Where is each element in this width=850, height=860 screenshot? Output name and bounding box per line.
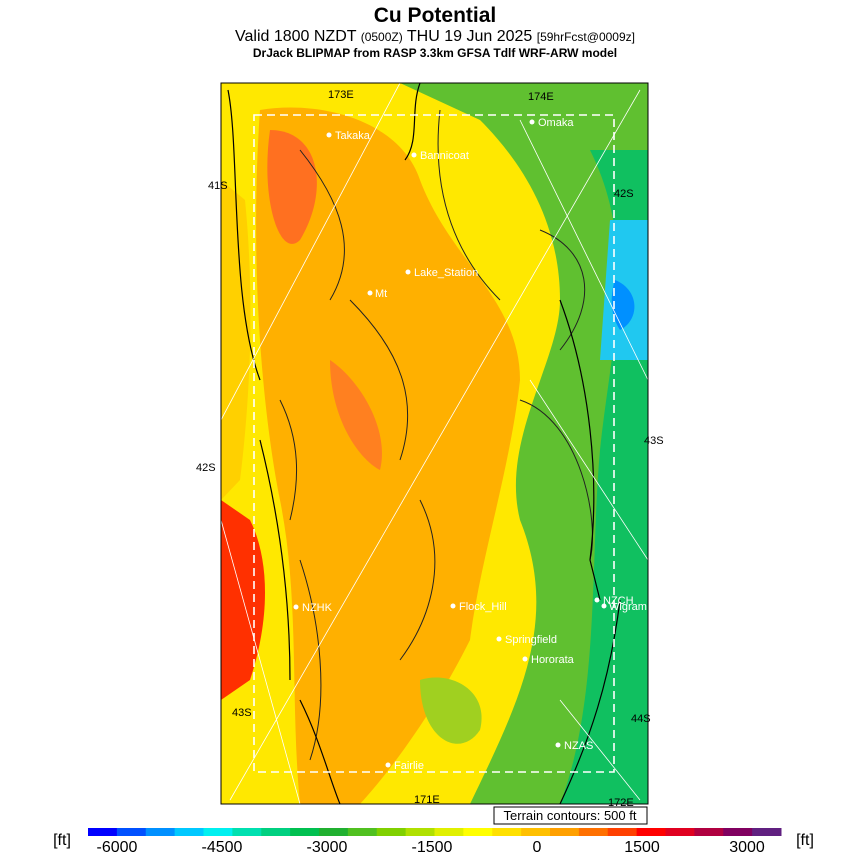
- valid: Valid 1800 NZDT: [235, 28, 357, 45]
- colorbar-label: -6000: [97, 839, 138, 856]
- colorbar-segment: [174, 828, 204, 836]
- colorbar-segment: [319, 828, 349, 836]
- colorbar-segment: [405, 828, 435, 836]
- grid-label: 171E: [414, 794, 440, 806]
- place: NZHK: [302, 602, 333, 614]
- colorbar-label: -4500: [202, 839, 243, 856]
- place: Fairlie: [394, 760, 424, 772]
- grid-label: 44S: [631, 713, 651, 725]
- colorbar-segment: [550, 828, 580, 836]
- forecast: [59hrFcst@0009z]: [537, 30, 635, 44]
- grid-label: 42S: [614, 188, 634, 200]
- colorbar-segment: [88, 828, 118, 836]
- place: Flock_Hill: [459, 601, 507, 613]
- colorbar-segment: [521, 828, 551, 836]
- place: Wigram: [609, 601, 647, 613]
- colorbar-segment: [290, 828, 320, 836]
- colorbar-segment: [232, 828, 262, 836]
- colorbar-label: 1500: [624, 839, 660, 856]
- place: Lake_Station: [414, 267, 478, 279]
- place: NZAS: [564, 740, 593, 752]
- grid-label: 43S: [232, 707, 252, 719]
- colorbar-label: -3000: [307, 839, 348, 856]
- terrain-box: [493, 806, 648, 825]
- grid-label: 172E: [608, 797, 634, 809]
- colorbar: -6000 -4500 -3000 -1500 0 1500 3000: [88, 828, 782, 856]
- place: Omaka: [538, 117, 574, 129]
- colorbar-segment: [203, 828, 233, 836]
- place: Hororata: [531, 654, 575, 666]
- grid-label: 43S: [644, 435, 664, 447]
- title: Cu Potential: [374, 4, 497, 27]
- colorbar-segment: [347, 828, 378, 836]
- colorbar-label: 0: [533, 839, 542, 856]
- place: Springfield: [505, 634, 557, 646]
- place: NZCH: [603, 595, 634, 607]
- colorbar-segment: [665, 828, 695, 836]
- unit-left: [ft]: [53, 832, 71, 849]
- colorbar-label: -1500: [412, 839, 453, 856]
- colorbar-segment: [116, 828, 147, 836]
- subtitle: Valid 1800 NZDT (0500Z) THU 19 Jun 2025 …: [235, 28, 635, 45]
- colorbar-segment: [694, 828, 724, 836]
- terrain-note: Terrain contours: 500 ft: [504, 808, 637, 823]
- map: [221, 83, 648, 804]
- grid-label: 173E: [328, 89, 354, 101]
- place: Mt: [375, 288, 387, 300]
- colorbar-segment: [434, 828, 464, 836]
- place: Takaka: [335, 130, 371, 142]
- places: Takaka Bannicoat Omaka Lake_Station Mt N…: [293, 117, 647, 772]
- colorbar-segment: [145, 828, 176, 836]
- colorbar-segment: [723, 828, 753, 836]
- colorbar-segment: [376, 828, 407, 836]
- colorbar-segment: [578, 828, 609, 836]
- colorbar-segment: [607, 828, 638, 836]
- colorbar-segment: [752, 828, 782, 836]
- place: Bannicoat: [420, 150, 469, 162]
- colorbar-segment: [492, 828, 522, 836]
- unit-right: [ft]: [796, 832, 814, 849]
- grid-labels: 173E 174E 41S 42S 43S 42S 43S 44S 171E 1…: [196, 89, 664, 809]
- date: THU 19 Jun 2025: [407, 28, 533, 45]
- colorbar-segment: [636, 828, 666, 836]
- grid-label: 42S: [196, 462, 216, 474]
- colorbar-label: 3000: [729, 839, 765, 856]
- colorbar-segment: [261, 828, 291, 836]
- zulu: (0500Z): [361, 30, 403, 44]
- colorbar-segment: [463, 828, 493, 836]
- grid-label: 174E: [528, 91, 554, 103]
- model-line: DrJack BLIPMAP from RASP 3.3km GFSA Tdlf…: [253, 46, 617, 60]
- map-frame: [220, 82, 649, 805]
- grid-label: 41S: [208, 180, 228, 192]
